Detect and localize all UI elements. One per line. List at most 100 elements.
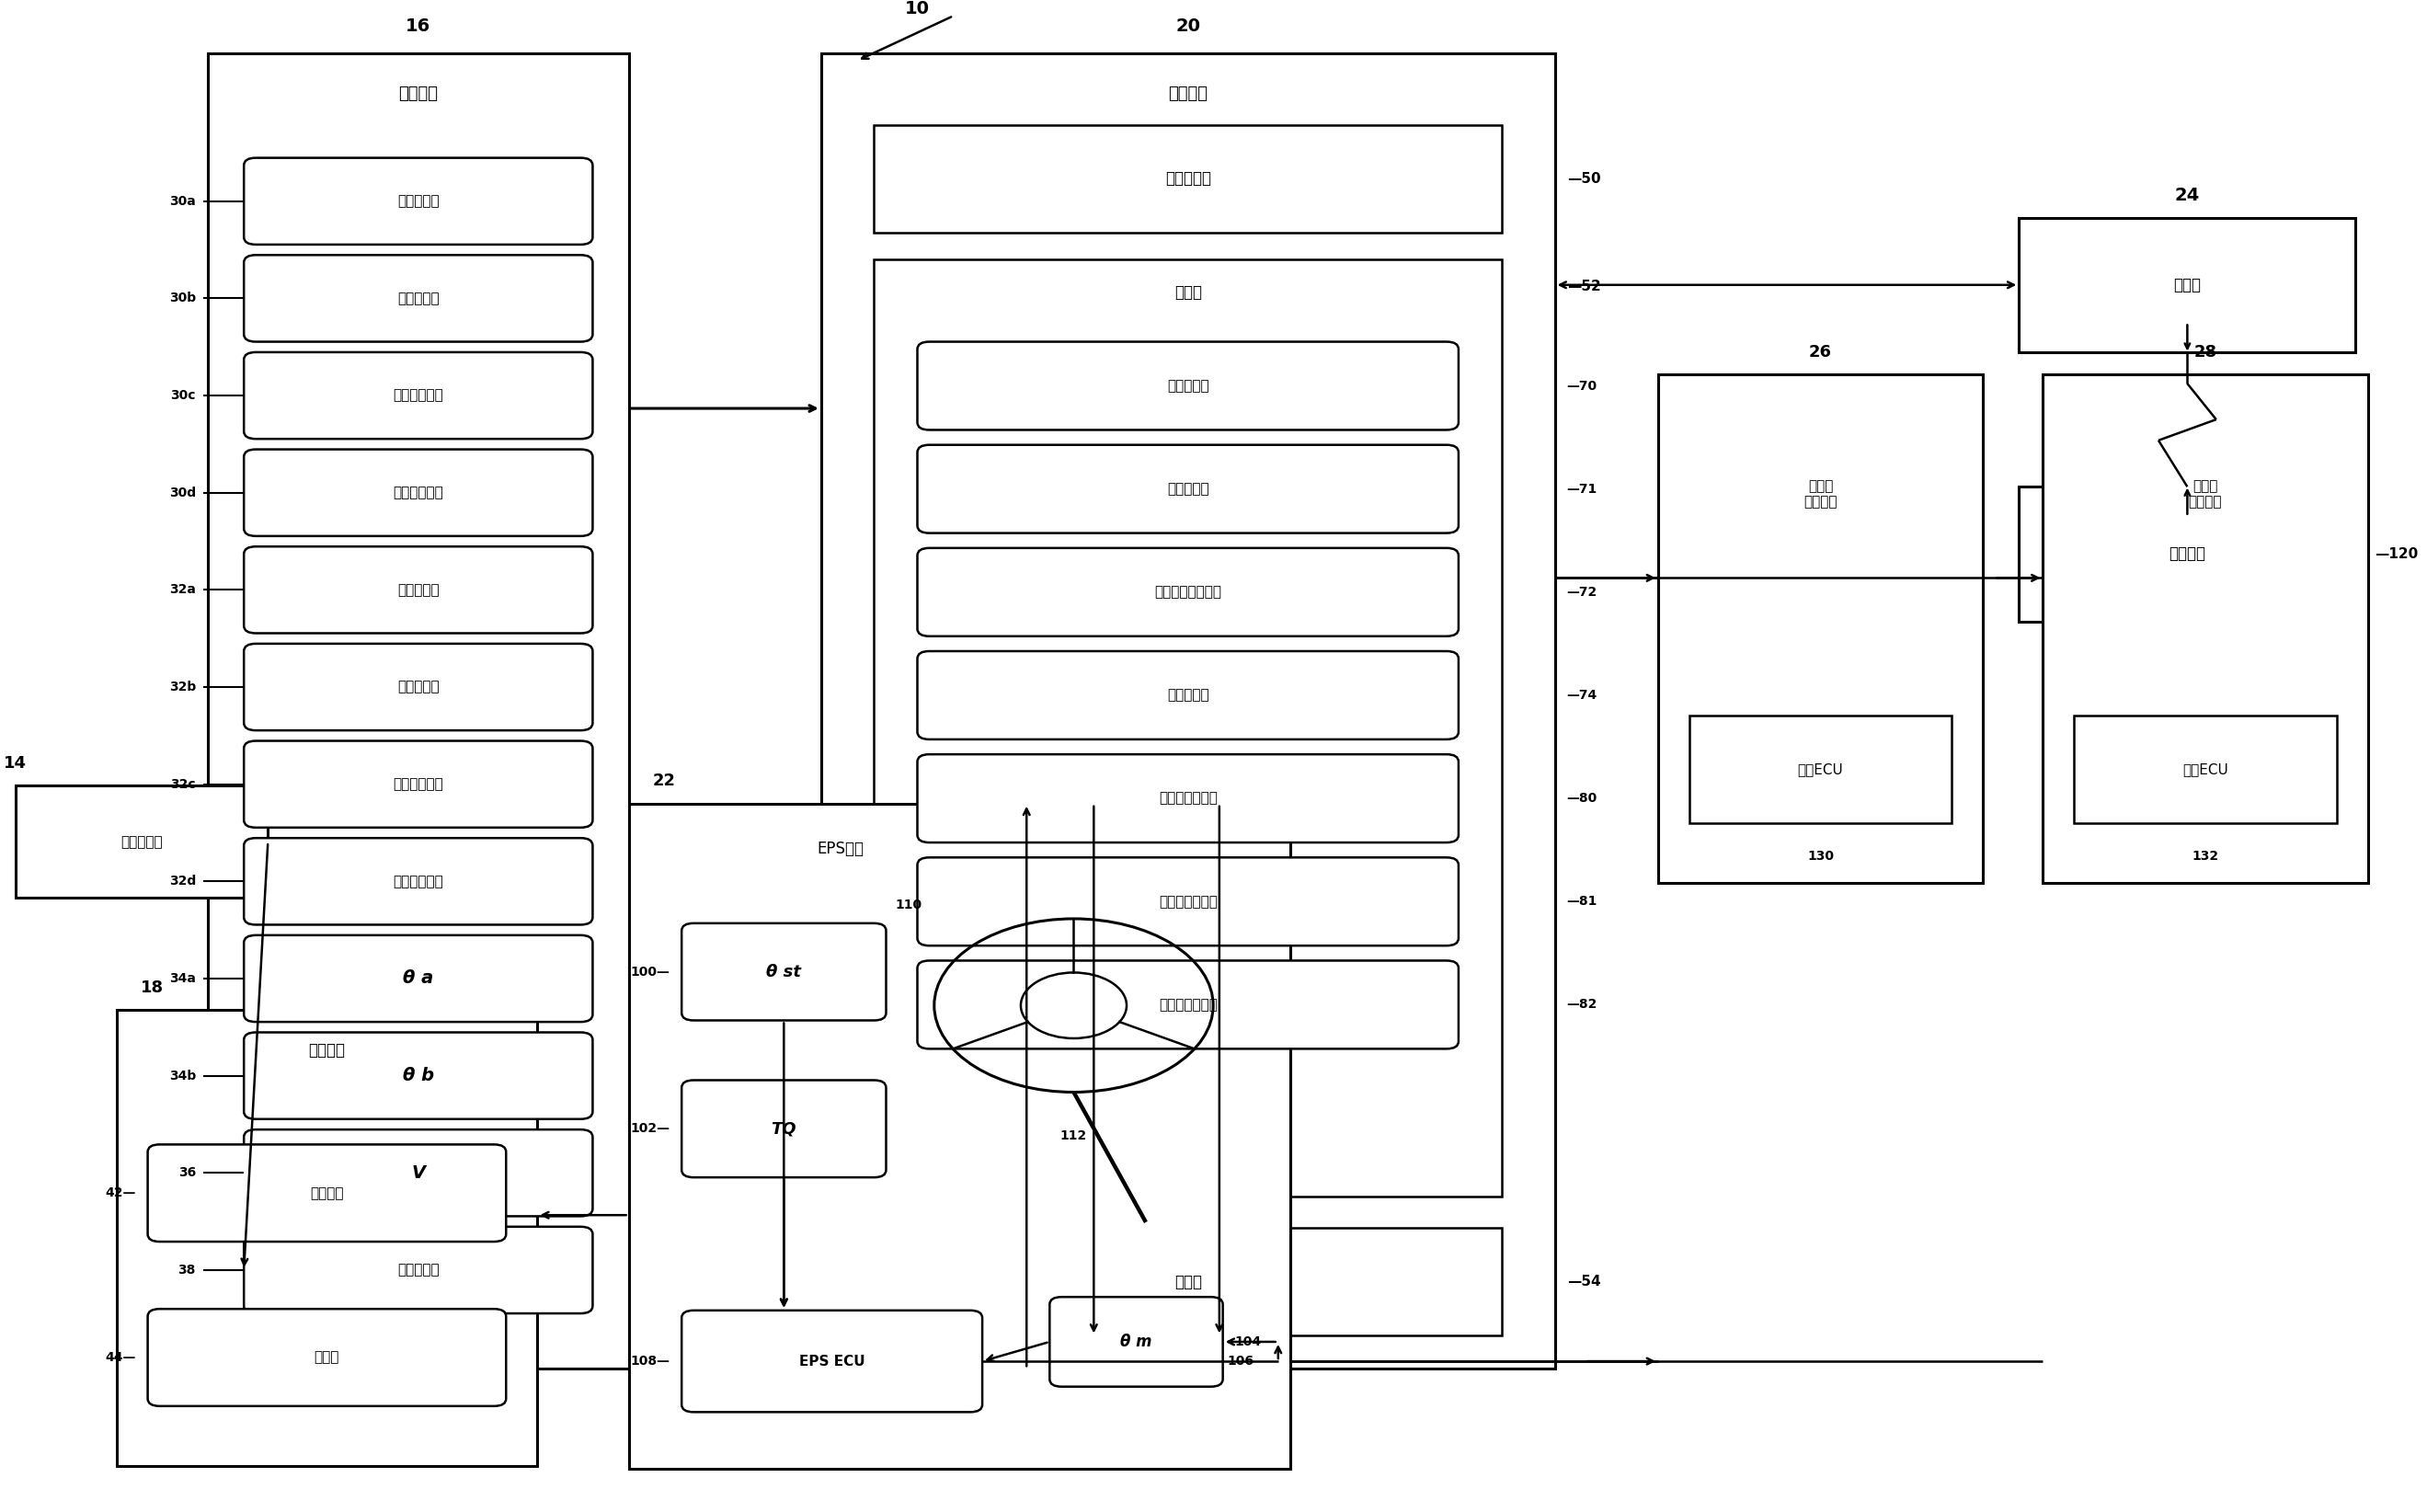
Text: 操作检测部: 操作检测部 xyxy=(398,1263,439,1278)
FancyBboxPatch shape xyxy=(917,857,1459,945)
FancyBboxPatch shape xyxy=(917,960,1459,1049)
Text: 前方照相机: 前方照相机 xyxy=(398,195,439,209)
Text: V: V xyxy=(410,1164,425,1181)
FancyBboxPatch shape xyxy=(243,546,592,634)
Text: —82: —82 xyxy=(1568,998,1597,1012)
Text: 右侧方声呐组: 右侧方声呐组 xyxy=(393,874,444,888)
Bar xyxy=(874,125,1502,233)
Text: 可停车位置检测部: 可停车位置检测部 xyxy=(1155,585,1221,599)
Text: 32d: 32d xyxy=(170,875,197,888)
FancyBboxPatch shape xyxy=(243,1129,592,1216)
FancyBboxPatch shape xyxy=(917,754,1459,842)
Bar xyxy=(1689,715,1951,823)
Bar xyxy=(2044,375,2369,883)
Text: θ st: θ st xyxy=(767,963,801,980)
Text: 26: 26 xyxy=(1808,343,1832,360)
Text: 42—: 42— xyxy=(104,1187,136,1199)
Text: 100—: 100— xyxy=(631,965,670,978)
FancyBboxPatch shape xyxy=(917,342,1459,429)
Text: θ a: θ a xyxy=(403,969,434,987)
Text: 104: 104 xyxy=(1235,1335,1262,1349)
Text: 前方声呐组: 前方声呐组 xyxy=(398,584,439,597)
Text: EPS系统: EPS系统 xyxy=(818,841,864,857)
Text: 30d: 30d xyxy=(170,487,197,499)
Text: 30a: 30a xyxy=(170,195,197,207)
Text: TQ: TQ xyxy=(772,1120,796,1137)
Text: 左侧方声呐组: 左侧方声呐组 xyxy=(393,777,444,791)
FancyBboxPatch shape xyxy=(917,547,1459,637)
Text: 输入输出部: 输入输出部 xyxy=(1165,171,1211,187)
Text: 控制装置: 控制装置 xyxy=(1167,85,1209,101)
Text: 存储部: 存储部 xyxy=(1175,1273,1201,1290)
Text: —71: —71 xyxy=(1568,482,1597,496)
Text: 20: 20 xyxy=(1175,18,1201,35)
Text: 32c: 32c xyxy=(170,777,197,791)
Text: 制动力
控制系统: 制动力 控制系统 xyxy=(2189,479,2223,510)
Text: 34b: 34b xyxy=(170,1069,197,1083)
Text: 操作输入部: 操作输入部 xyxy=(121,835,163,848)
Text: 22: 22 xyxy=(653,773,675,789)
Text: 32a: 32a xyxy=(170,584,197,596)
FancyBboxPatch shape xyxy=(243,1033,592,1119)
Text: 制动ECU: 制动ECU xyxy=(2182,762,2228,776)
Text: 左侧方照相机: 左侧方照相机 xyxy=(393,389,444,402)
Text: 32b: 32b xyxy=(170,680,197,694)
Text: —74: —74 xyxy=(1568,689,1597,702)
Text: 110: 110 xyxy=(896,898,922,912)
Text: 10: 10 xyxy=(905,0,930,17)
Text: 扬声器: 扬声器 xyxy=(313,1350,340,1364)
Text: 24: 24 xyxy=(2175,186,2199,204)
Text: 目标设定控制部: 目标设定控制部 xyxy=(1158,791,1218,806)
Text: 模式控制部: 模式控制部 xyxy=(1167,482,1209,496)
Text: 130: 130 xyxy=(1808,850,1835,863)
FancyBboxPatch shape xyxy=(243,449,592,537)
FancyBboxPatch shape xyxy=(682,924,886,1021)
FancyBboxPatch shape xyxy=(682,1311,983,1412)
Bar xyxy=(1658,375,1983,883)
FancyBboxPatch shape xyxy=(148,1145,507,1241)
Bar xyxy=(820,53,1556,1368)
Text: EPS ECU: EPS ECU xyxy=(798,1355,864,1368)
Text: 14: 14 xyxy=(5,754,27,771)
Text: —52: —52 xyxy=(1568,280,1599,293)
Text: 显示控制部: 显示控制部 xyxy=(1167,380,1209,393)
Text: 停车模式设定部: 停车模式设定部 xyxy=(1158,895,1218,909)
Text: 后方照相机: 后方照相机 xyxy=(398,292,439,305)
Text: 运算部: 运算部 xyxy=(1175,284,1201,301)
Bar xyxy=(629,804,1291,1468)
Text: 驱动力
控制系统: 驱动力 控制系统 xyxy=(1803,479,1837,510)
Text: 30c: 30c xyxy=(170,389,197,402)
FancyBboxPatch shape xyxy=(148,1309,507,1406)
Text: —70: —70 xyxy=(1568,380,1597,392)
Text: 132: 132 xyxy=(2192,850,2218,863)
Text: 108—: 108— xyxy=(631,1355,670,1368)
Text: θ b: θ b xyxy=(403,1067,434,1084)
Bar xyxy=(116,1010,536,1465)
Text: 传感器组: 传感器组 xyxy=(398,85,437,101)
Text: 自动转向控制部: 自动转向控制部 xyxy=(1158,998,1218,1012)
FancyBboxPatch shape xyxy=(917,652,1459,739)
Text: —120: —120 xyxy=(2376,547,2417,561)
Text: 36: 36 xyxy=(177,1166,197,1179)
Text: 44—: 44— xyxy=(104,1352,136,1364)
Text: —80: —80 xyxy=(1568,792,1597,804)
Text: 16: 16 xyxy=(405,18,432,35)
FancyBboxPatch shape xyxy=(243,256,592,342)
Text: 34a: 34a xyxy=(170,972,197,984)
FancyBboxPatch shape xyxy=(917,445,1459,534)
Text: 导航装置: 导航装置 xyxy=(308,1042,345,1058)
Text: 112: 112 xyxy=(1061,1129,1087,1143)
FancyBboxPatch shape xyxy=(243,838,592,925)
Bar xyxy=(2019,218,2357,352)
Text: 驱动ECU: 驱动ECU xyxy=(1798,762,1845,776)
Text: 30b: 30b xyxy=(170,292,197,305)
Text: 102—: 102— xyxy=(631,1122,670,1136)
Bar xyxy=(209,53,629,1368)
Text: 18: 18 xyxy=(141,980,163,996)
FancyBboxPatch shape xyxy=(243,936,592,1022)
Text: 通信部: 通信部 xyxy=(2175,277,2201,293)
FancyBboxPatch shape xyxy=(243,644,592,730)
Bar xyxy=(2075,715,2337,823)
Bar xyxy=(2019,487,2357,621)
Text: 28: 28 xyxy=(2194,343,2216,360)
